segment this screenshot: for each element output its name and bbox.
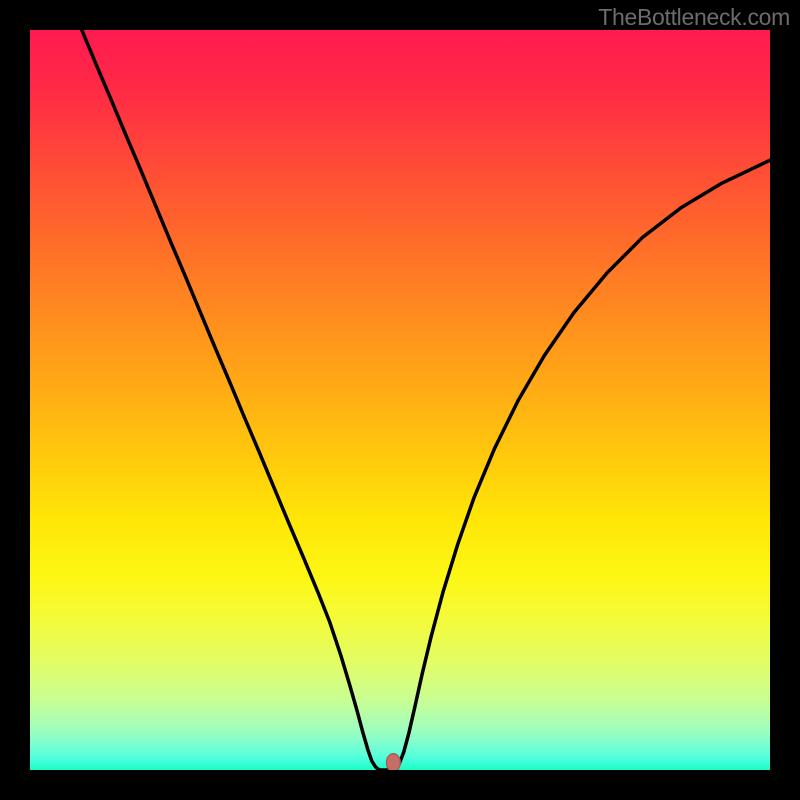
plot-area — [30, 30, 770, 770]
watermark-label: TheBottleneck.com — [598, 4, 790, 30]
optimal-point-marker — [386, 754, 400, 770]
watermark-text: TheBottleneck.com — [598, 4, 790, 31]
chart-svg — [30, 30, 770, 770]
